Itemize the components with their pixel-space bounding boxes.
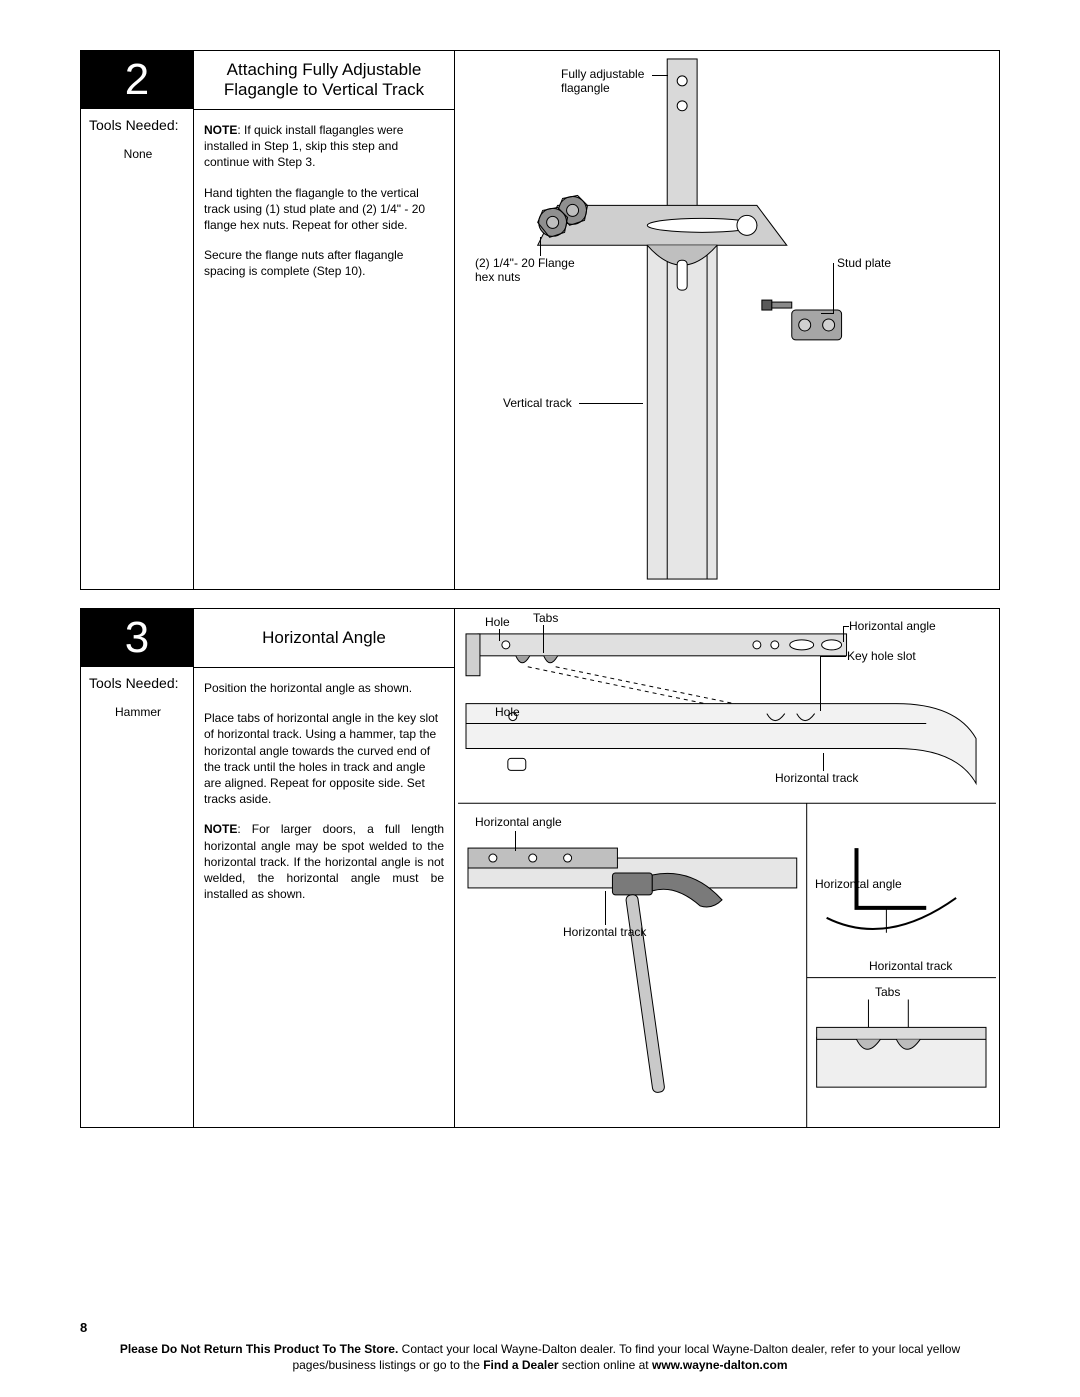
step-number: 2 xyxy=(81,51,193,109)
instruction-para: Secure the flange nuts after flagangle s… xyxy=(204,247,444,279)
footer-text: Please Do Not Return This Product To The… xyxy=(80,1341,1000,1373)
step2-diagram: Fully adjustable flagangle (2) 1/4"- 20 … xyxy=(455,51,999,589)
step-2-block: 2 Tools Needed: None Attaching Fully Adj… xyxy=(80,50,1000,590)
instruction-note: NOTE: If quick install flagangles were i… xyxy=(204,122,444,171)
tools-heading: Tools Needed: xyxy=(89,675,187,691)
step-number: 3 xyxy=(81,609,193,667)
page-number: 8 xyxy=(80,1320,87,1335)
label-tabs: Tabs xyxy=(875,985,900,999)
label-hangle: Horizontal angle xyxy=(849,619,936,633)
label-tabs: Tabs xyxy=(533,611,558,625)
label-flagangle: Fully adjustable flagangle xyxy=(561,67,661,96)
label-hangle: Horizontal angle xyxy=(815,877,905,891)
label-htrack: Horizontal track xyxy=(563,925,646,939)
instruction-para: Hand tighten the flagangle to the vertic… xyxy=(204,185,444,234)
label-keyhole: Key hole slot xyxy=(847,649,916,663)
step-3-block: 3 Tools Needed: Hammer Horizontal Angle … xyxy=(80,608,1000,1128)
step-title: Attaching Fully Adjustable Flagangle to … xyxy=(194,51,454,110)
manual-page: 2 Tools Needed: None Attaching Fully Adj… xyxy=(0,0,1080,1397)
label-vtrack: Vertical track xyxy=(503,396,572,410)
label-htrack: Horizontal track xyxy=(775,771,858,785)
label-hole: Hole xyxy=(485,615,510,629)
label-hexnuts: (2) 1/4"- 20 Flange hex nuts xyxy=(475,256,595,285)
step-title: Horizontal Angle xyxy=(194,609,454,668)
instruction-para: Position the horizontal angle as shown. xyxy=(204,680,444,696)
instruction-para: Place tabs of horizontal angle in the ke… xyxy=(204,710,444,807)
step3-diagram: Hole Tabs Horizontal angle Key hole slot… xyxy=(455,609,999,1127)
tools-list: Hammer xyxy=(89,705,187,719)
instruction-note: NOTE: For larger doors, a full length ho… xyxy=(204,821,444,902)
label-htrack: Horizontal track xyxy=(869,959,979,973)
tools-heading: Tools Needed: xyxy=(89,117,187,133)
label-studplate: Stud plate xyxy=(837,256,917,270)
tools-list: None xyxy=(89,147,187,161)
label-hangle: Horizontal angle xyxy=(475,815,562,829)
label-hole: Hole xyxy=(495,705,520,719)
